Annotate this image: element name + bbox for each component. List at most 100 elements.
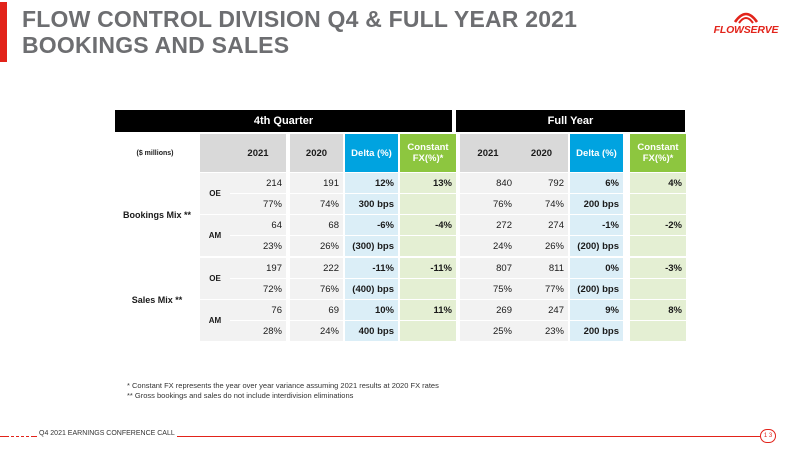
cell-2021: 272 xyxy=(460,215,516,235)
cell-delta: 6% xyxy=(570,173,623,193)
page-number: 1 3 xyxy=(760,429,776,443)
section-label: Bookings Mix ** xyxy=(122,210,191,220)
title-line-1: FLOW CONTROL DIVISION Q4 & FULL YEAR 202… xyxy=(22,6,578,32)
cell-constant-fx: -3% xyxy=(630,258,686,278)
q4-col-2020: 2020 xyxy=(290,134,343,172)
accent-bar xyxy=(0,2,7,62)
cell-2021: 23% xyxy=(230,236,286,256)
cell-constant-fx xyxy=(630,236,686,256)
cell-2021: 77% xyxy=(230,194,286,214)
cell-2021: 197 xyxy=(230,258,286,278)
cell-2021: 214 xyxy=(230,173,286,193)
cell-constant-fx: -11% xyxy=(400,258,456,278)
cell-delta: 9% xyxy=(570,300,623,320)
full-year-header: Full Year xyxy=(456,110,685,132)
cell-constant-fx xyxy=(630,279,686,299)
cfx-line-1: Constant xyxy=(637,142,679,153)
cell-2021: 76% xyxy=(460,194,516,214)
cell-constant-fx: 13% xyxy=(400,173,456,193)
cell-constant-fx: -2% xyxy=(630,215,686,235)
group-label: AM xyxy=(200,215,230,256)
cell-delta: 400 bps xyxy=(345,321,398,341)
cell-2020: 222 xyxy=(290,258,343,278)
cell-2020: 68 xyxy=(290,215,343,235)
units-label: ($ millions) xyxy=(136,149,174,157)
cell-2020: 811 xyxy=(515,258,568,278)
cell-delta: 200 bps xyxy=(570,321,623,341)
cell-constant-fx xyxy=(400,194,456,214)
cell-constant-fx xyxy=(630,194,686,214)
cell-2021: 64 xyxy=(230,215,286,235)
group-label: OE xyxy=(200,258,230,299)
cell-2021: 28% xyxy=(230,321,286,341)
cell-delta: 10% xyxy=(345,300,398,320)
cell-constant-fx xyxy=(400,279,456,299)
logo-wordmark: FLOWSERVE xyxy=(713,24,779,36)
cell-2020: 76% xyxy=(290,279,343,299)
cell-delta: (200) bps xyxy=(570,279,623,299)
cell-delta: -11% xyxy=(345,258,398,278)
q4-col-constant-fx: Constant FX(%)* xyxy=(400,134,456,172)
footnote-gross: ** Gross bookings and sales do not inclu… xyxy=(127,391,354,400)
cell-2020: 24% xyxy=(290,321,343,341)
cell-delta: (300) bps xyxy=(345,236,398,256)
cell-delta: (200) bps xyxy=(570,236,623,256)
cell-2021: 72% xyxy=(230,279,286,299)
cell-delta: -1% xyxy=(570,215,623,235)
group-label: OE xyxy=(200,173,230,214)
cell-delta: 200 bps xyxy=(570,194,623,214)
cell-constant-fx: -4% xyxy=(400,215,456,235)
cell-2020: 77% xyxy=(515,279,568,299)
cell-2021: 269 xyxy=(460,300,516,320)
cell-delta: -6% xyxy=(345,215,398,235)
footer-text: Q4 2021 EARNINGS CONFERENCE CALL xyxy=(37,430,177,437)
cell-delta: 0% xyxy=(570,258,623,278)
cell-2020: 74% xyxy=(515,194,568,214)
cell-constant-fx xyxy=(630,321,686,341)
cell-constant-fx: 11% xyxy=(400,300,456,320)
cell-2020: 26% xyxy=(290,236,343,256)
fy-col-2020: 2020 xyxy=(515,134,568,172)
cell-constant-fx xyxy=(400,236,456,256)
cell-2021: 76 xyxy=(230,300,286,320)
cell-delta: (400) bps xyxy=(345,279,398,299)
title-line-2: BOOKINGS AND SALES xyxy=(22,32,290,58)
footnote-constant-fx: * Constant FX represents the year over y… xyxy=(127,381,439,390)
cfx-line-1: Constant xyxy=(407,142,449,153)
footer-rule xyxy=(0,436,760,437)
footer-dash xyxy=(6,436,34,437)
cell-delta: 300 bps xyxy=(345,194,398,214)
cell-2020: 792 xyxy=(515,173,568,193)
cell-2021: 25% xyxy=(460,321,516,341)
cell-2020: 74% xyxy=(290,194,343,214)
cell-constant-fx: 4% xyxy=(630,173,686,193)
cell-2021: 24% xyxy=(460,236,516,256)
flowserve-logo-icon xyxy=(733,12,759,24)
cell-delta: 12% xyxy=(345,173,398,193)
page-title: FLOW CONTROL DIVISION Q4 & FULL YEAR 202… xyxy=(22,6,577,58)
cell-constant-fx xyxy=(400,321,456,341)
cell-2020: 274 xyxy=(515,215,568,235)
cell-2020: 247 xyxy=(515,300,568,320)
q4-col-2021: 2021 xyxy=(230,134,286,172)
fy-col-delta: Delta (%) xyxy=(570,134,623,172)
header-spacer xyxy=(200,134,230,172)
cell-2021: 75% xyxy=(460,279,516,299)
group-label: AM xyxy=(200,300,230,341)
fy-col-2021: 2021 xyxy=(460,134,516,172)
cell-2021: 840 xyxy=(460,173,516,193)
cfx-line-2: FX(%)* xyxy=(412,153,444,164)
cell-2020: 69 xyxy=(290,300,343,320)
cell-2020: 26% xyxy=(515,236,568,256)
cell-2020: 23% xyxy=(515,321,568,341)
section-label: Sales Mix ** xyxy=(131,295,183,305)
q4-header: 4th Quarter xyxy=(115,110,452,132)
cell-constant-fx: 8% xyxy=(630,300,686,320)
flowserve-logo: FLOWSERVE xyxy=(706,10,786,42)
fy-col-constant-fx: Constant FX(%)* xyxy=(630,134,686,172)
cell-2021: 807 xyxy=(460,258,516,278)
cfx-line-2: FX(%)* xyxy=(642,153,674,164)
q4-col-delta: Delta (%) xyxy=(345,134,398,172)
cell-2020: 191 xyxy=(290,173,343,193)
footnotes: * Constant FX represents the year over y… xyxy=(127,381,439,401)
